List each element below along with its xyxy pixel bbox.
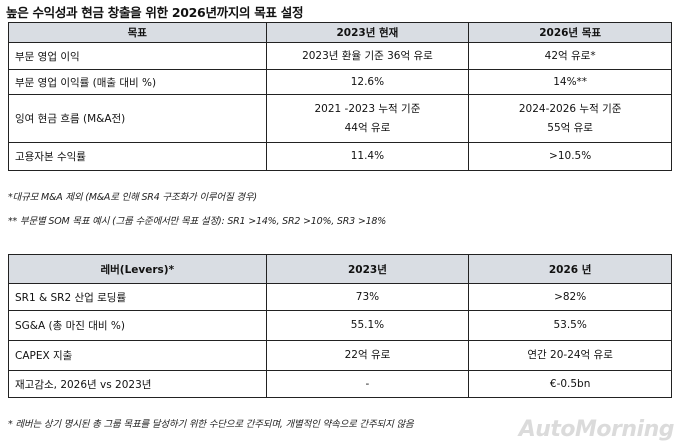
row-label: CAPEX 지출 [8, 340, 267, 371]
row-label: 잉여 현금 흐름 (M&A전) [8, 94, 267, 143]
current-value: 2021 -2023 누적 기준 44억 유로 [265, 94, 470, 143]
target-value: 14%** [468, 69, 672, 95]
header-goal: 목표 [8, 22, 267, 43]
header-current-2023: 2023년 현재 [265, 22, 470, 43]
value-2026: 53.5% [468, 310, 672, 341]
row-label: 고용자본 수익률 [8, 142, 267, 171]
table-row: SG&A (총 마진 대비 %) 55.1% 53.5% [8, 310, 672, 341]
target-value: 42억 유로* [468, 42, 672, 70]
table-header-row: 목표 2023년 현재 2026년 목표 [8, 22, 672, 43]
watermark-logo: AutoMorning [518, 417, 675, 442]
target-value-line: 55억 유로 [547, 121, 593, 134]
header-levers: 레버(Levers)* [8, 254, 267, 284]
value-2026: 연간 20-24억 유로 [468, 340, 672, 371]
table-row: 고용자본 수익률 11.4% >10.5% [8, 142, 672, 171]
footnote-ma: *대규모 M&A 제외 (M&A로 인해 SR4 구조화가 이루어질 경우) [8, 192, 257, 203]
row-label: 부문 영업 이익률 (매출 대비 %) [8, 69, 267, 95]
table-row: 부문 영업 이익 2023년 환율 기준 36억 유로 42억 유로* [8, 42, 672, 70]
table-row: 부문 영업 이익률 (매출 대비 %) 12.6% 14%** [8, 69, 672, 95]
header-2023: 2023년 [265, 254, 470, 284]
header-2026: 2026 년 [468, 254, 672, 284]
current-value: 12.6% [265, 69, 470, 95]
table-row: SR1 & SR2 산업 로딩률 73% >82% [8, 283, 672, 311]
value-2023: 55.1% [265, 310, 470, 341]
target-value-line: 2024-2026 누적 기준 [518, 102, 622, 115]
table-header-row: 레버(Levers)* 2023년 2026 년 [8, 254, 672, 284]
value-2023: - [265, 370, 470, 398]
target-value: >10.5% [468, 142, 672, 171]
current-value: 2023년 환율 기준 36억 유로 [265, 42, 470, 70]
value-2026: >82% [468, 283, 672, 311]
footnote-levers: * 레버는 상기 명시된 총 그룹 목표를 달성하기 위한 수단으로 간주되며,… [8, 419, 414, 430]
current-value-line: 2021 -2023 누적 기준 [314, 102, 421, 115]
row-label: 부문 영업 이익 [8, 42, 267, 70]
table-row: CAPEX 지출 22억 유로 연간 20-24억 유로 [8, 340, 672, 371]
row-label: SR1 & SR2 산업 로딩률 [8, 283, 267, 311]
current-value-line: 44억 유로 [344, 121, 391, 134]
current-value: 11.4% [265, 142, 470, 171]
value-2023: 22억 유로 [265, 340, 470, 371]
table-row: 재고감소, 2026년 vs 2023년 - €-0.5bn [8, 370, 672, 398]
targets-table: 목표 2023년 현재 2026년 목표 부문 영업 이익 2023년 환율 기… [8, 22, 672, 171]
table-row: 잉여 현금 흐름 (M&A전) 2021 -2023 누적 기준 44억 유로 … [8, 94, 672, 143]
header-target-2026: 2026년 목표 [468, 22, 672, 43]
page-title: 높은 수익성과 현금 창출을 위한 2026년까지의 목표 설정 [6, 5, 304, 20]
row-label: 재고감소, 2026년 vs 2023년 [8, 370, 267, 398]
target-value: 2024-2026 누적 기준 55억 유로 [468, 94, 672, 143]
value-2026: €-0.5bn [468, 370, 672, 398]
footnote-som: ** 부문별 SOM 목표 예시 (그룹 수준에서만 목표 설정): SR1 >… [8, 216, 387, 227]
value-2023: 73% [265, 283, 470, 311]
row-label: SG&A (총 마진 대비 %) [8, 310, 267, 341]
levers-table: 레버(Levers)* 2023년 2026 년 SR1 & SR2 산업 로딩… [8, 254, 672, 398]
